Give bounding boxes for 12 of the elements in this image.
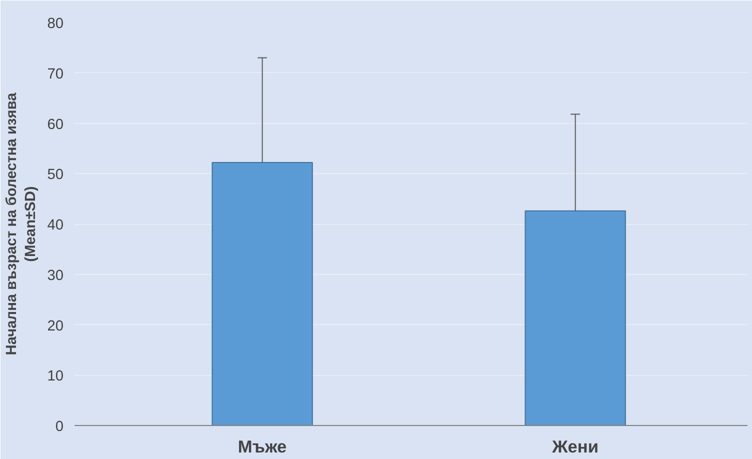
y-tick-label: 20 (47, 318, 64, 334)
y-tick-label: 10 (47, 368, 64, 385)
y-axis-title: Начална възраст на болестна изява (Mean±SD) (4, 92, 40, 356)
x-tick-label: Жени (551, 436, 599, 456)
y-tick-label: 30 (47, 268, 64, 284)
y-tick-label: 40 (47, 218, 64, 234)
y-tick-label: 80 (47, 16, 64, 32)
y-tick-label: 0 (55, 419, 64, 435)
y-tick-label: 50 (47, 167, 64, 184)
y-tick-label: 60 (47, 116, 64, 133)
y-tick-label: 70 (47, 66, 64, 82)
x-tick-label: Мъже (238, 436, 288, 456)
